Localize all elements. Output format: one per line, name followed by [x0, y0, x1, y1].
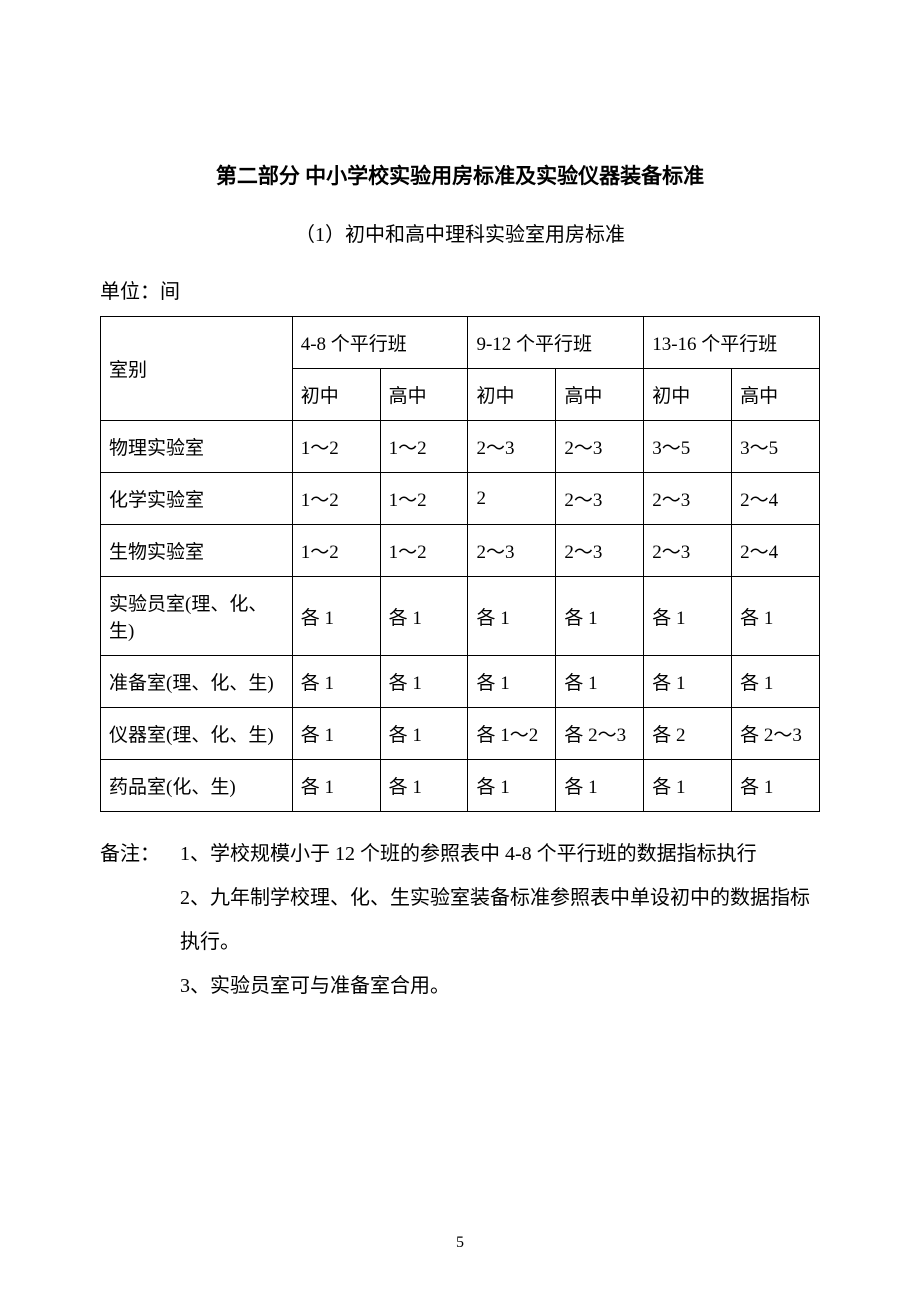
table-header-row-1: 室别 4-8 个平行班 9-12 个平行班 13-16 个平行班 — [101, 317, 820, 369]
table-cell: 3～5 — [644, 421, 732, 473]
row-label: 物理实验室 — [101, 421, 293, 473]
notes-section: 备注： 1、学校规模小于 12 个班的参照表中 4-8 个平行班的数据指标执行 … — [100, 832, 820, 1008]
header-sub: 高中 — [732, 369, 820, 421]
table-cell: 1～2 — [380, 421, 468, 473]
table-cell: 各 1 — [292, 656, 380, 708]
table-cell: 2～3 — [556, 421, 644, 473]
table-cell: 各 2 — [644, 708, 732, 760]
row-label: 仪器室(理、化、生) — [101, 708, 293, 760]
table-cell: 2～3 — [644, 473, 732, 525]
table-cell: 1～2 — [292, 525, 380, 577]
table-cell: 3～5 — [732, 421, 820, 473]
unit-label: 单位：间 — [100, 275, 820, 304]
table-row: 物理实验室 1～2 1～2 2～3 2～3 3～5 3～5 — [101, 421, 820, 473]
table-cell: 各 1 — [644, 577, 732, 656]
table-cell: 各 1～2 — [468, 708, 556, 760]
table-row: 实验员室(理、化、生) 各 1 各 1 各 1 各 1 各 1 各 1 — [101, 577, 820, 656]
table-row: 化学实验室 1～2 1～2 2 2～3 2～3 2～4 — [101, 473, 820, 525]
table-cell: 各 1 — [556, 760, 644, 812]
table-cell: 各 2～3 — [732, 708, 820, 760]
table-cell: 各 1 — [292, 760, 380, 812]
table-row: 仪器室(理、化、生) 各 1 各 1 各 1～2 各 2～3 各 2 各 2～3 — [101, 708, 820, 760]
row-label: 生物实验室 — [101, 525, 293, 577]
table-cell: 各 1 — [380, 577, 468, 656]
table-row: 生物实验室 1～2 1～2 2～3 2～3 2～3 2～4 — [101, 525, 820, 577]
header-sub: 初中 — [292, 369, 380, 421]
table-cell: 2～4 — [732, 525, 820, 577]
table-row: 准备室(理、化、生) 各 1 各 1 各 1 各 1 各 1 各 1 — [101, 656, 820, 708]
table-cell: 各 2～3 — [556, 708, 644, 760]
notes-label: 备注： — [100, 832, 180, 876]
note-item: 备注： 1、学校规模小于 12 个班的参照表中 4-8 个平行班的数据指标执行 — [100, 832, 820, 876]
table-cell: 2～3 — [556, 525, 644, 577]
row-label: 实验员室(理、化、生) — [101, 577, 293, 656]
header-group: 9-12 个平行班 — [468, 317, 644, 369]
table-cell: 1～2 — [292, 473, 380, 525]
table-cell: 各 1 — [292, 577, 380, 656]
table-row: 药品室(化、生) 各 1 各 1 各 1 各 1 各 1 各 1 — [101, 760, 820, 812]
table-cell: 各 1 — [468, 577, 556, 656]
table-cell: 各 1 — [644, 760, 732, 812]
table-cell: 各 1 — [380, 708, 468, 760]
table-cell: 2 — [468, 473, 556, 525]
table-cell: 各 1 — [380, 656, 468, 708]
table-cell: 各 1 — [556, 656, 644, 708]
document-subtitle: （1）初中和高中理科实验室用房标准 — [100, 218, 820, 247]
header-sub: 高中 — [556, 369, 644, 421]
table-cell: 2～3 — [556, 473, 644, 525]
row-label: 准备室(理、化、生) — [101, 656, 293, 708]
header-sub: 初中 — [644, 369, 732, 421]
table-cell: 2～3 — [468, 421, 556, 473]
header-group: 13-16 个平行班 — [644, 317, 820, 369]
header-sub: 高中 — [380, 369, 468, 421]
note-text: 1、学校规模小于 12 个班的参照表中 4-8 个平行班的数据指标执行 — [180, 832, 757, 876]
note-item: 3、实验员室可与准备室合用。 — [100, 964, 820, 1008]
table-cell: 各 1 — [732, 577, 820, 656]
header-sub: 初中 — [468, 369, 556, 421]
table-cell: 1～2 — [380, 525, 468, 577]
table-cell: 各 1 — [732, 760, 820, 812]
table-cell: 1～2 — [292, 421, 380, 473]
table-cell: 2～3 — [644, 525, 732, 577]
table-cell: 1～2 — [380, 473, 468, 525]
table-cell: 各 1 — [556, 577, 644, 656]
row-label: 化学实验室 — [101, 473, 293, 525]
document-title: 第二部分 中小学校实验用房标准及实验仪器装备标准 — [100, 160, 820, 190]
row-label: 药品室(化、生) — [101, 760, 293, 812]
table-cell: 各 1 — [468, 656, 556, 708]
standards-table: 室别 4-8 个平行班 9-12 个平行班 13-16 个平行班 初中 高中 初… — [100, 316, 820, 812]
page-number: 5 — [0, 1234, 920, 1252]
table-cell: 2～3 — [468, 525, 556, 577]
header-room: 室别 — [101, 317, 293, 421]
table-cell: 各 1 — [732, 656, 820, 708]
table-cell: 各 1 — [644, 656, 732, 708]
table-cell: 各 1 — [292, 708, 380, 760]
table-cell: 各 1 — [380, 760, 468, 812]
note-item: 2、九年制学校理、化、生实验室装备标准参照表中单设初中的数据指标执行。 — [100, 876, 820, 964]
header-group: 4-8 个平行班 — [292, 317, 468, 369]
table-cell: 各 1 — [468, 760, 556, 812]
table-cell: 2～4 — [732, 473, 820, 525]
